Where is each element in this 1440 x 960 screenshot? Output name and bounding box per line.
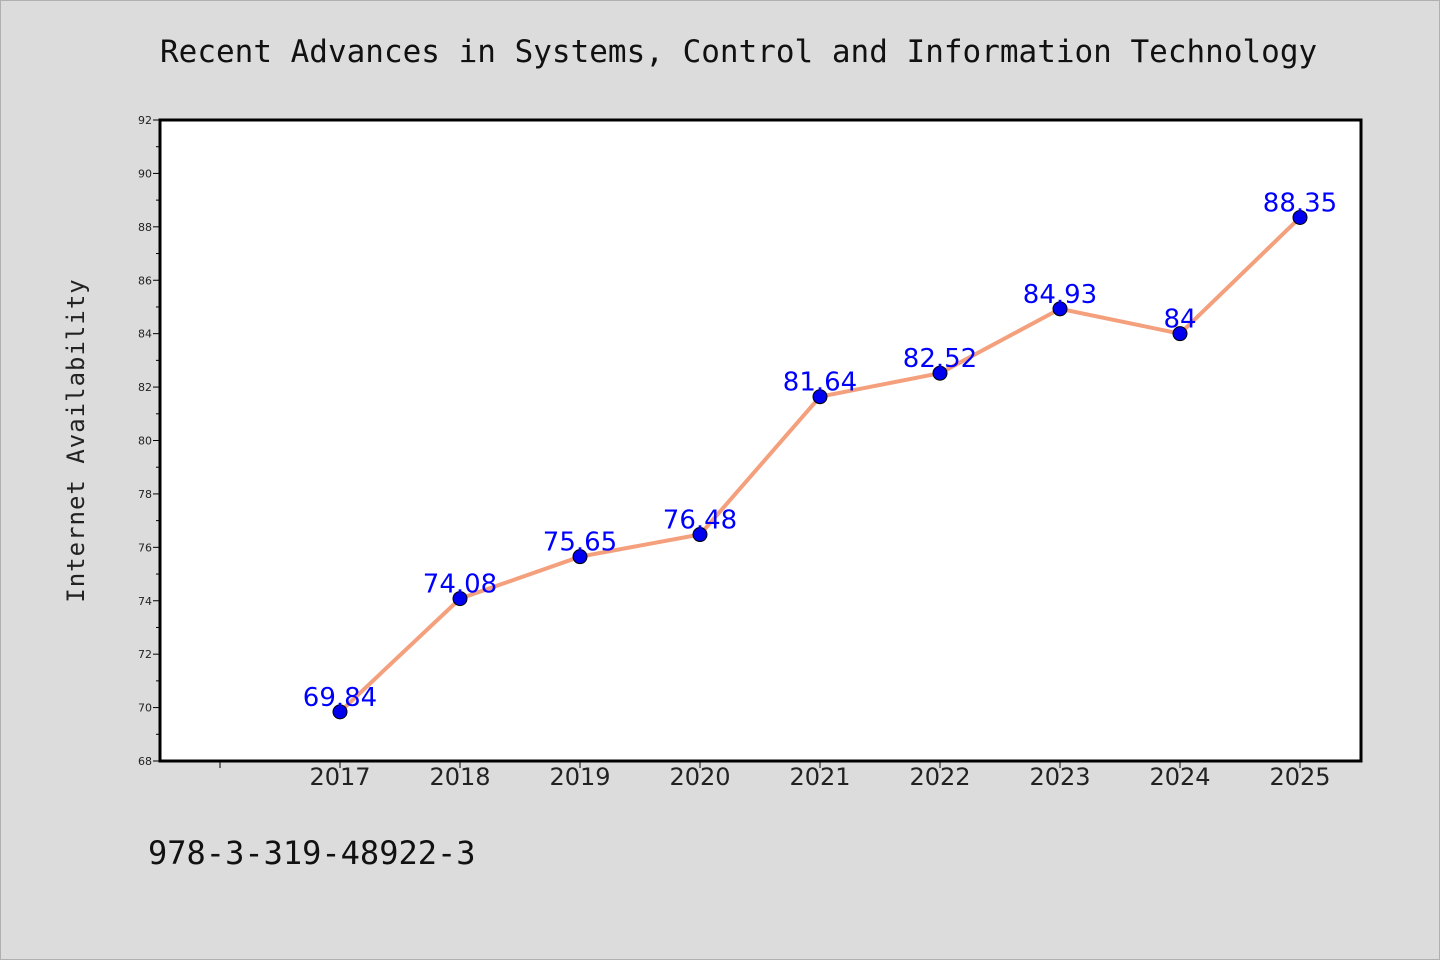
data-label: 82.52 <box>903 344 977 374</box>
chart-title: Recent Advances in Systems, Control and … <box>160 34 1318 70</box>
y-tick-label: 70 <box>138 702 152 715</box>
data-label: 75.65 <box>543 528 617 558</box>
y-axis-ticks: 68 70 72 74 76 78 80 82 84 86 88 90 92 <box>138 114 160 768</box>
x-tick-label: 2021 <box>789 763 850 791</box>
x-tick-label: 2020 <box>669 763 730 791</box>
x-tick-label: 2024 <box>1149 763 1210 791</box>
x-tick-label: 2018 <box>429 763 490 791</box>
x-tick-label: 2023 <box>1029 763 1090 791</box>
isbn-text: 978-3-319-48922-3 <box>148 834 476 872</box>
data-point <box>452 591 468 607</box>
x-tick-label: 2025 <box>1269 763 1330 791</box>
plot-area <box>158 118 1363 763</box>
data-label: 76.48 <box>663 506 737 536</box>
y-tick-label: 84 <box>138 328 152 341</box>
y-tick-label: 82 <box>138 381 152 394</box>
markers-group <box>332 209 1308 720</box>
data-labels-group: 69.84 74.08 75.65 76.48 81.64 82.52 84.93 84 88.… <box>303 188 1337 712</box>
y-tick-label: 72 <box>138 648 152 661</box>
data-point <box>692 527 708 543</box>
y-axis-label: Internet Availability <box>62 278 90 602</box>
data-point <box>572 549 588 565</box>
y-tick-label: 68 <box>138 755 152 768</box>
data-label: 69.84 <box>303 683 377 713</box>
data-label: 84 <box>1163 305 1196 335</box>
x-axis-ticks: 2017 2018 2019 2020 2021 2022 2023 2024 2025 <box>219 761 1331 791</box>
data-point <box>1172 326 1188 342</box>
x-tick-label: 2019 <box>549 763 610 791</box>
data-label: 88.35 <box>1263 188 1337 218</box>
data-label: 84.93 <box>1023 280 1097 310</box>
y-tick-label: 88 <box>138 221 152 234</box>
y-tick-label: 78 <box>138 488 152 501</box>
data-label: 81.64 <box>783 368 857 398</box>
y-tick-label: 76 <box>138 541 152 554</box>
data-point <box>812 389 828 405</box>
y-tick-label: 74 <box>138 595 152 608</box>
x-tick-label: 2017 <box>309 763 370 791</box>
y-tick-label: 92 <box>138 114 152 127</box>
x-tick-label: 2022 <box>909 763 970 791</box>
data-point <box>1292 209 1308 225</box>
data-point <box>932 365 948 381</box>
y-tick-label: 86 <box>138 274 152 287</box>
y-tick-label: 90 <box>138 167 152 180</box>
y-tick-label: 80 <box>138 435 152 448</box>
data-label: 74.08 <box>423 570 497 600</box>
data-point <box>332 704 348 720</box>
data-point <box>1052 301 1068 317</box>
